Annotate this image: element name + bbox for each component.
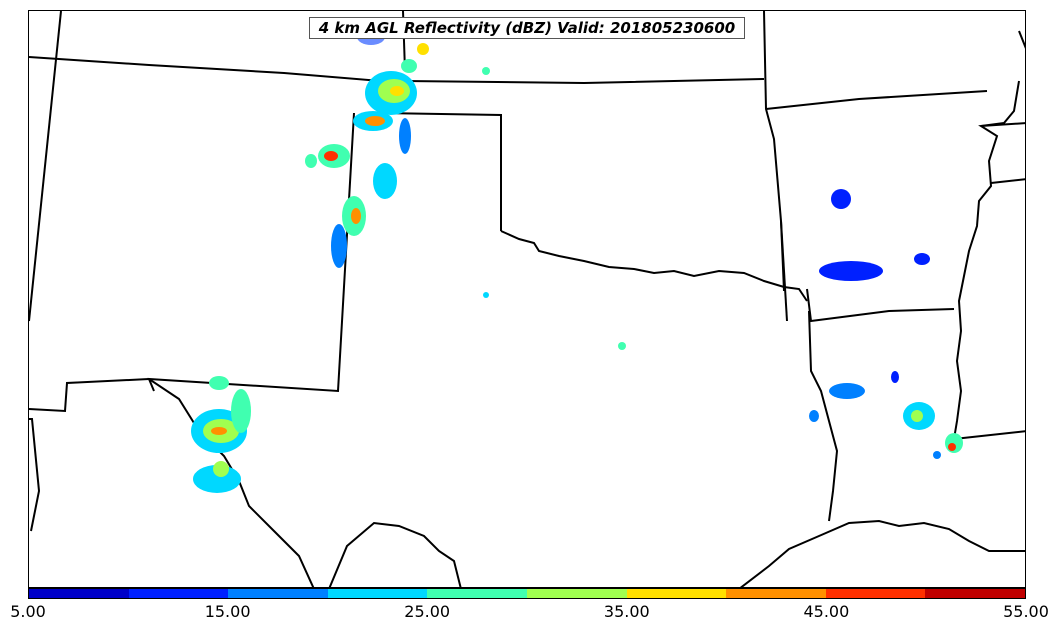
colorbar-segment: [228, 589, 328, 598]
storm-cell: [483, 292, 489, 298]
colorbar-segment: [825, 589, 926, 598]
northeast-edge: [1018, 30, 1025, 49]
arkansas-south-line: [806, 288, 955, 323]
storm-cell: [209, 376, 229, 390]
storm-cell: [399, 118, 411, 154]
storm-cell: [891, 371, 899, 383]
storm-cell: [305, 154, 317, 168]
rio-grande-east: [328, 521, 462, 587]
reflectivity-map: [29, 11, 1025, 587]
colorbar-segment: [128, 589, 229, 598]
missouri-west-line: [763, 11, 785, 292]
reflectivity-echoes: [191, 29, 963, 493]
mississippi-river: [953, 80, 1020, 440]
colorbar: [28, 588, 1026, 599]
gulf-coast: [739, 519, 1025, 587]
storm-cell: [373, 163, 397, 199]
mexico-border-west: [29, 378, 150, 413]
tennessee-line: [990, 178, 1025, 184]
map-panel: 4 km AGL Reflectivity (dBZ) Valid: 20180…: [28, 10, 1026, 588]
colorado-kansas-line: [29, 56, 502, 231]
colorbar-tick-label: 25.00: [404, 602, 451, 621]
storm-core: [911, 410, 923, 422]
oklahoma-arkansas-line: [780, 220, 788, 322]
colorbar-segment: [29, 589, 129, 598]
missouri-iowa-line: [765, 90, 988, 110]
kentucky-line: [980, 122, 1025, 127]
storm-cell: [331, 224, 347, 268]
state-boundaries: [29, 11, 1025, 587]
colorbar-segment: [925, 589, 1025, 598]
storm-cell: [933, 451, 941, 459]
storm-core: [211, 427, 227, 435]
storm-core: [365, 116, 385, 126]
baja-coast: [29, 418, 41, 532]
storm-core: [390, 86, 404, 96]
storm-cell: [193, 465, 241, 493]
storm-cell: [417, 43, 429, 55]
kansas-nebraska-line: [404, 78, 765, 85]
colorbar-segment: [526, 589, 627, 598]
storm-cell: [831, 189, 851, 209]
colorbar-segment: [327, 589, 428, 598]
storm-cell: [809, 410, 819, 422]
storm-cell: [401, 59, 417, 73]
storm-cell: [914, 253, 930, 265]
storm-cell: [819, 261, 883, 281]
storm-core: [351, 208, 361, 224]
storm-cell: [231, 389, 251, 433]
storm-cell: [482, 67, 490, 75]
storm-core: [213, 461, 229, 477]
colorbar-tick-label: 35.00: [603, 602, 650, 621]
colorbar-tick-label: 45.00: [803, 602, 850, 621]
mississippi-alabama-line: [953, 430, 1025, 440]
storm-cell: [618, 342, 626, 350]
storm-cell: [829, 383, 865, 399]
colorbar-tick-label: 5.00: [10, 602, 46, 621]
colorbar-segment: [726, 589, 826, 598]
red-river: [500, 230, 808, 302]
colorbar-tick-label: 15.00: [204, 602, 251, 621]
texas-louisiana-line: [808, 310, 839, 522]
storm-core: [948, 443, 956, 451]
storm-core: [324, 151, 338, 161]
utah-arizona-line: [29, 11, 62, 322]
colorbar-segment: [626, 589, 727, 598]
colorbar-tick-label: 55.00: [1003, 602, 1049, 621]
map-title: 4 km AGL Reflectivity (dBZ) Valid: 20180…: [309, 17, 745, 39]
colorbar-segment: [427, 589, 527, 598]
